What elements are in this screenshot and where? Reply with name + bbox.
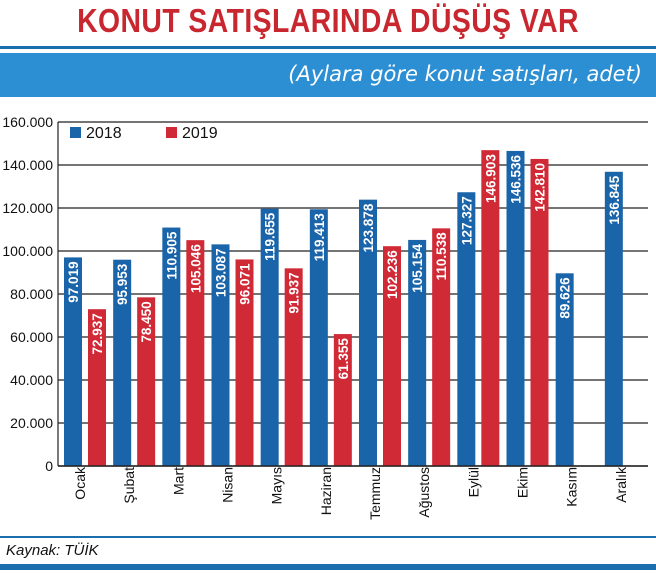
value-labels: 97.019 72.937 95.953 78.450 110.905 105.046 10…	[66, 154, 622, 380]
bar-2019-Mart	[186, 240, 205, 466]
data-label: 105.154	[410, 243, 425, 292]
data-label: 61.355	[336, 338, 351, 380]
bar-2019-Ekim	[530, 158, 549, 466]
data-label: 78.450	[139, 301, 154, 342]
data-label: 123.878	[361, 203, 376, 252]
bar-2018-Ekim	[506, 150, 525, 466]
y-tick-label: 80.000	[10, 286, 53, 302]
data-label: 91.937	[287, 272, 302, 313]
x-tick-label: Kasım	[564, 467, 580, 507]
bar-2019-Ocak	[88, 309, 106, 466]
bar-2019-Ağustos	[432, 228, 451, 466]
bar-2018-Temmuz	[359, 199, 377, 466]
data-label: 127.327	[459, 196, 474, 245]
x-tick-label: Haziran	[318, 467, 334, 515]
data-label: 119.413	[312, 213, 327, 262]
bar-2018-Eylül	[457, 192, 476, 466]
footer-rule	[0, 536, 656, 538]
x-tick-label: Şubat	[121, 467, 137, 504]
data-label: 72.937	[90, 313, 105, 354]
bar-2018-Haziran	[309, 209, 328, 466]
data-label: 102.236	[385, 250, 400, 299]
x-tick-label: Eylül	[465, 467, 481, 497]
data-label: 110.905	[164, 231, 179, 280]
chart-subtitle: (Aylara göre konut satışları, adet)	[288, 62, 642, 86]
x-tick-label: Aralık	[613, 466, 629, 503]
bar-2018-Şubat	[113, 259, 132, 466]
data-label: 136.845	[607, 175, 622, 224]
x-axis-labels: Ocak Şubat Mart Nisan Mayıs Haziran Temmuz Ağus…	[58, 465, 648, 520]
bar-chart: 0 20.000 40.000 60.000 80.000 100.000 120.000 1…	[2, 114, 648, 520]
bar-2019-Nisan	[235, 259, 254, 466]
data-label: 105.046	[188, 244, 203, 293]
y-tick-label: 60.000	[10, 329, 53, 345]
bar-2018-Ağustos	[408, 239, 427, 466]
legend-swatch-2018	[70, 127, 81, 138]
y-tick-label: 140.000	[2, 157, 53, 173]
data-label: 142.810	[533, 163, 548, 212]
bar-2019-Mayıs	[284, 268, 303, 466]
bar-2018-Aralık	[604, 171, 623, 466]
bar-2018-Mart	[162, 227, 181, 466]
y-tick-label: 40.000	[10, 372, 53, 388]
y-tick-label: 20.000	[10, 415, 53, 431]
x-tick-label: Ekim	[515, 467, 531, 498]
y-axis: 0 20.000 40.000 60.000 80.000 100.000 120.000 1…	[2, 114, 59, 474]
data-label: 103.087	[214, 248, 229, 297]
legend: 2018 2019	[70, 125, 218, 142]
bar-2018-Mayıs	[260, 208, 279, 466]
x-tick-label: Nisan	[220, 467, 236, 503]
source-note: Kaynak: TÜİK	[6, 542, 99, 559]
header-rule	[0, 46, 656, 49]
bar-2019-Eylül	[481, 150, 500, 466]
y-tick-label: 0	[45, 458, 53, 474]
data-label: 97.019	[66, 261, 81, 302]
footer-bar	[0, 564, 656, 570]
data-label: 146.536	[509, 154, 524, 203]
bar-2019-Haziran	[333, 334, 352, 466]
y-tick-label: 120.000	[2, 200, 53, 216]
legend-swatch-2019	[166, 127, 177, 138]
data-label: 89.626	[558, 277, 573, 319]
x-tick-label: Temmuz	[367, 467, 383, 520]
bar-2019-Temmuz	[383, 246, 401, 466]
x-tick-label: Ocak	[72, 466, 88, 500]
data-label: 96.071	[238, 263, 253, 305]
bar-2018-Ocak	[64, 257, 82, 466]
x-tick-label: Mayıs	[269, 467, 285, 504]
y-tick-label: 160.000	[2, 114, 53, 130]
data-label: 95.953	[115, 263, 130, 305]
legend-label-2018: 2018	[86, 125, 122, 142]
data-label: 110.538	[434, 232, 449, 281]
bars	[64, 150, 623, 466]
bar-2018-Kasım	[555, 273, 574, 466]
x-tick-label: Mart	[170, 467, 186, 495]
legend-label-2019: 2019	[182, 125, 218, 142]
data-label: 119.655	[263, 212, 278, 261]
bar-2019-Şubat	[137, 297, 156, 466]
y-tick-label: 100.000	[2, 243, 53, 259]
chart-title: KONUT SATIŞLARINDA DÜŞÜŞ VAR	[77, 2, 579, 39]
subtitle-band: (Aylara göre konut satışları, adet)	[0, 53, 656, 97]
x-tick-label: Ağustos	[416, 467, 432, 518]
bar-2018-Nisan	[211, 244, 230, 466]
data-label: 146.903	[483, 154, 498, 203]
